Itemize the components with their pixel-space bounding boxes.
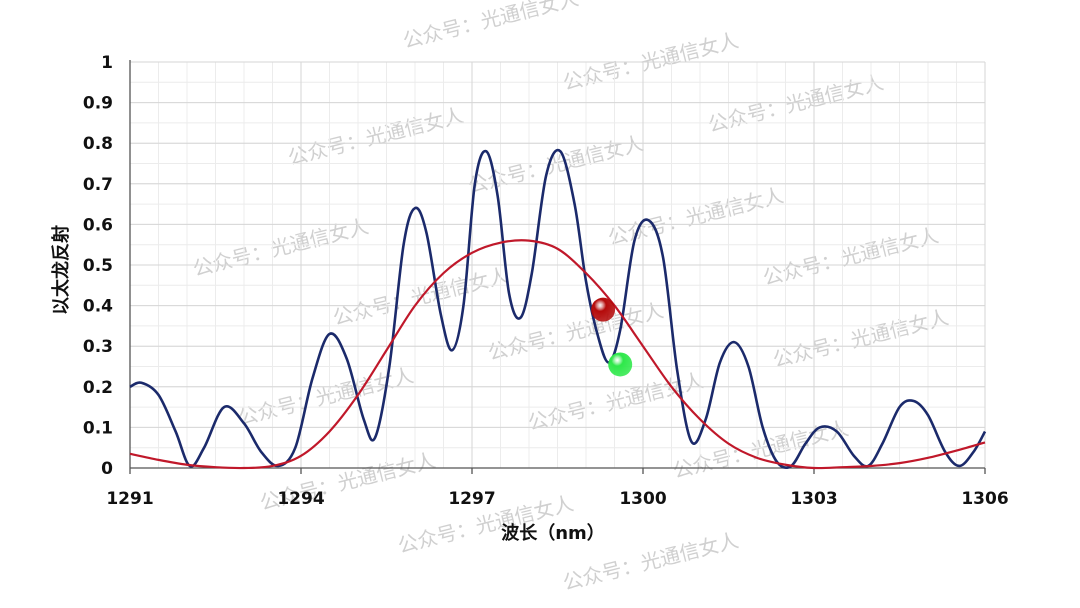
x-tick-labels: 1291 1294 1297 1300 1303 1306 <box>106 489 1008 509</box>
y-tick-label: 0.4 <box>83 297 113 317</box>
watermark-text: 公众号：光通信女人 <box>605 183 785 250</box>
watermark-text: 公众号：光通信女人 <box>400 0 580 53</box>
watermark-text: 公众号：光通信女人 <box>760 223 940 290</box>
watermark-text: 公众号：光通信女人 <box>770 305 950 372</box>
series-layer <box>129 148 987 470</box>
data-marker <box>591 297 616 322</box>
watermark-text: 公众号：光通信女人 <box>285 103 465 170</box>
y-tick-label: 0.8 <box>83 134 113 154</box>
y-tick-labels: 0 0.1 0.2 0.3 0.4 0.5 0.6 0.7 0.8 0.9 1 <box>83 53 113 479</box>
watermark-text: 公众号：光通信女人 <box>705 70 885 137</box>
y-tick-label: 1 <box>101 53 113 73</box>
x-tick-label: 1300 <box>619 489 666 509</box>
series-line <box>129 148 987 470</box>
x-tick-label: 1294 <box>277 489 324 509</box>
x-tick-label: 1291 <box>106 489 153 509</box>
y-tick-label: 0.1 <box>83 418 113 438</box>
gridlines <box>129 61 986 469</box>
y-tick-label: 0.2 <box>83 378 113 398</box>
x-tick-label: 1303 <box>790 489 837 509</box>
y-tick-label: 0.9 <box>83 94 113 114</box>
watermark-text: 公众号：光通信女人 <box>330 263 510 330</box>
y-tick-label: 0.6 <box>83 215 113 235</box>
x-axis-label: 波长（nm） <box>501 522 605 544</box>
marker-layer <box>591 297 633 377</box>
y-axis-label: 以太龙反射 <box>50 225 72 315</box>
data-marker <box>608 352 633 377</box>
x-tick-label: 1297 <box>448 489 495 509</box>
y-tick-label: 0.3 <box>83 337 113 357</box>
series-line <box>129 239 986 470</box>
y-tick-label: 0 <box>101 459 113 479</box>
y-tick-label: 0.7 <box>83 175 113 195</box>
watermark-text: 公众号：光通信女人 <box>560 28 740 95</box>
y-tick-label: 0.5 <box>83 256 113 276</box>
x-tick-label: 1306 <box>961 489 1008 509</box>
